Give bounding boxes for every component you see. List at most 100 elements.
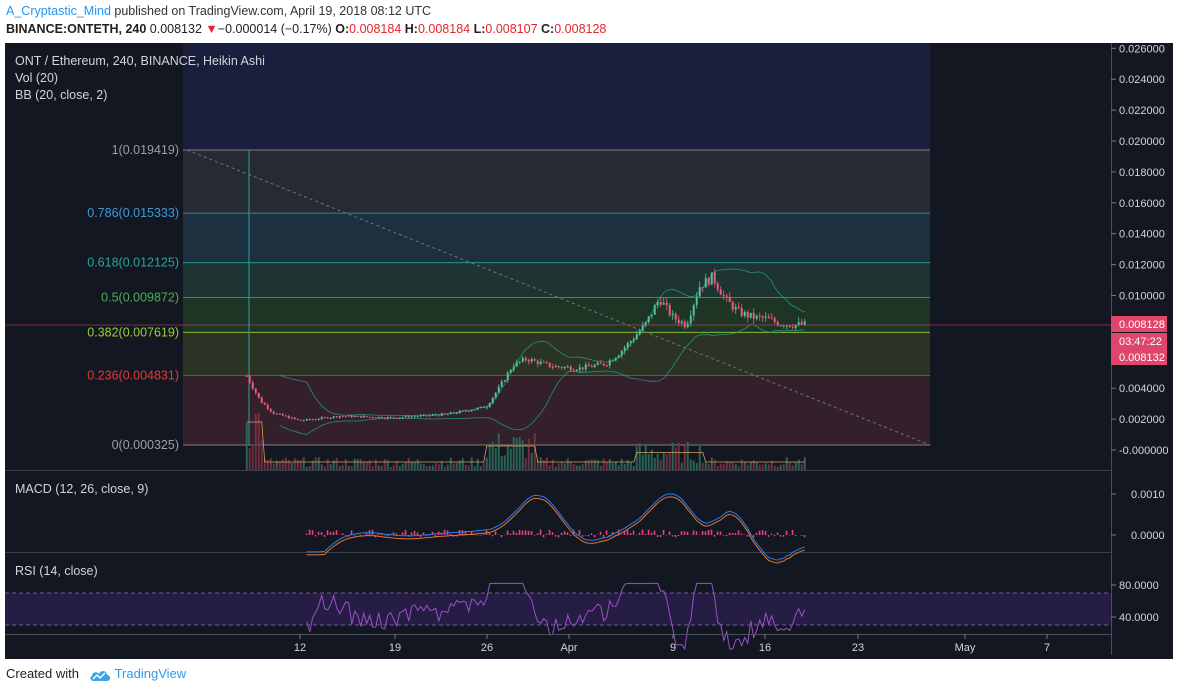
candle-body	[737, 306, 740, 309]
high-value: 0.008184	[417, 22, 471, 36]
candle-body	[422, 414, 425, 416]
volume-bar	[503, 455, 506, 470]
volume-bar	[560, 461, 563, 470]
volume-bar	[647, 454, 650, 470]
candle-body	[473, 409, 476, 411]
candle-body	[632, 339, 635, 342]
macd-hist-bar	[695, 531, 698, 535]
bb-lower-band	[279, 324, 805, 435]
candle-body	[548, 362, 551, 367]
tradingview-link[interactable]: TradingView	[114, 666, 187, 681]
candle-body	[293, 417, 296, 419]
candle-body	[626, 343, 629, 348]
open-label: O:	[335, 22, 350, 36]
bb-legend: BB (20, close, 2)	[15, 88, 107, 102]
macd-hist-bar	[350, 530, 353, 535]
candle-body	[254, 388, 257, 393]
macd-hist-bar	[671, 535, 674, 537]
macd-hist-bar	[449, 533, 452, 535]
macd-hist-bar	[593, 535, 596, 538]
volume-bar	[581, 464, 584, 470]
volume-bar	[569, 461, 572, 470]
trend-line[interactable]	[186, 149, 931, 446]
volume-bar	[431, 465, 434, 470]
volume-bar	[677, 442, 680, 470]
volume-bar	[668, 453, 671, 470]
candle-body	[671, 313, 674, 316]
candle-body	[494, 392, 497, 398]
price-tick-label: 0.010000	[1119, 291, 1165, 303]
candle-body	[677, 319, 680, 324]
macd-hist-bar	[365, 533, 368, 535]
candle-body	[317, 418, 320, 420]
volume-bar	[353, 458, 356, 470]
candle-body	[320, 417, 323, 419]
volume-bar	[548, 465, 551, 470]
macd-hist-bar	[692, 530, 695, 535]
volume-bar	[461, 458, 464, 470]
candle-body	[257, 392, 260, 398]
volume-bar	[620, 458, 623, 470]
volume-bar	[329, 464, 332, 470]
volume-bar	[791, 465, 794, 470]
macd-hist-bar	[419, 535, 422, 538]
price-candles	[245, 268, 806, 422]
chart-canvas[interactable]: ONT / Ethereum, 240, BINANCE, Heikin Ash…	[5, 43, 1173, 659]
candle-body	[713, 272, 716, 284]
macd-hist-bar	[308, 529, 311, 535]
time-axis-label: 16	[759, 642, 771, 654]
price-tick-label: 0.004000	[1119, 383, 1165, 395]
down-arrow-icon: ▼	[205, 22, 218, 36]
volume-bar	[758, 464, 761, 470]
rsi-tick-80: 80.0000	[1119, 580, 1159, 592]
candle-body	[299, 419, 302, 421]
author-link[interactable]: A_Cryptastic_Mind	[6, 4, 111, 18]
volume-bar	[497, 433, 500, 470]
macd-hist-bar	[731, 533, 734, 535]
candle-body	[311, 419, 314, 421]
time-axis-label: 26	[481, 642, 493, 654]
volume-bar	[374, 459, 377, 470]
volume-bar	[509, 448, 512, 470]
candle-body	[497, 386, 500, 393]
volume-bar	[470, 457, 473, 470]
candle-body	[296, 418, 299, 420]
volume-bar	[779, 464, 782, 470]
volume-bar	[359, 458, 362, 470]
volume-bar	[743, 462, 746, 470]
macd-hist-bar	[509, 533, 512, 535]
volume-bar	[467, 465, 470, 470]
candle-body	[776, 321, 779, 326]
volume-bar	[785, 457, 788, 470]
candle-body	[758, 315, 761, 317]
volume-bar	[296, 459, 299, 470]
fib-level-labels: 1(0.019419) 0.786(0.015333) 0.618(0.012125…	[87, 143, 179, 452]
candle-body	[512, 366, 515, 370]
macd-hist-bar	[512, 530, 515, 535]
macd-hist-bar	[644, 533, 647, 535]
volume-bar	[665, 454, 668, 470]
candle-body	[614, 357, 617, 361]
macd-hist-bar	[341, 533, 344, 535]
volume-bar	[455, 462, 458, 470]
volume-bar	[596, 460, 599, 470]
macd-hist-bar	[494, 531, 497, 535]
candle-body	[557, 366, 560, 368]
volume-bar	[257, 412, 260, 470]
volume-bar	[386, 460, 389, 470]
close-label: C:	[541, 22, 555, 36]
time-axis[interactable]: 12 19 26 Apr 9 16 23 May 7	[294, 634, 1050, 654]
time-axis-label: 9	[670, 642, 676, 654]
candle-body	[467, 410, 470, 412]
macd-hist-bar	[647, 529, 650, 535]
volume-bar	[695, 463, 698, 470]
candle-body	[269, 408, 272, 412]
volume-bar	[248, 448, 251, 470]
volume-bar	[452, 463, 455, 470]
volume-bar	[299, 459, 302, 470]
candle-body	[305, 419, 308, 421]
volume-bar	[341, 464, 344, 470]
macd-hist-bar	[524, 530, 527, 535]
candle-body	[716, 283, 719, 290]
macd-hist-bar	[683, 531, 686, 535]
